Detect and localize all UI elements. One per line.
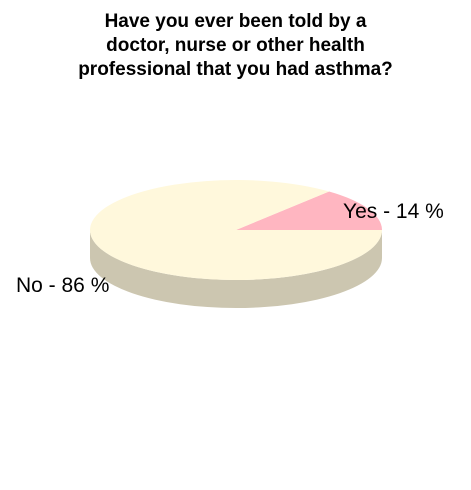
chart-title-line-1: Have you ever been told by a	[104, 11, 367, 32]
slice-label-no: No - 86 %	[16, 274, 109, 297]
chart-title-line-3: professional that you had asthma?	[78, 59, 393, 80]
pie-side-1	[90, 230, 382, 308]
chart-title-line-2: doctor, nurse or other health	[106, 35, 365, 56]
slice-label-yes: Yes - 14 %	[343, 200, 444, 223]
chart-title: Have you ever been told by a doctor, nur…	[20, 10, 451, 82]
pie-slice-0	[236, 191, 382, 230]
pie-slice-1	[90, 180, 383, 280]
pie-top-group	[90, 180, 383, 280]
pie-side-group	[90, 230, 382, 308]
